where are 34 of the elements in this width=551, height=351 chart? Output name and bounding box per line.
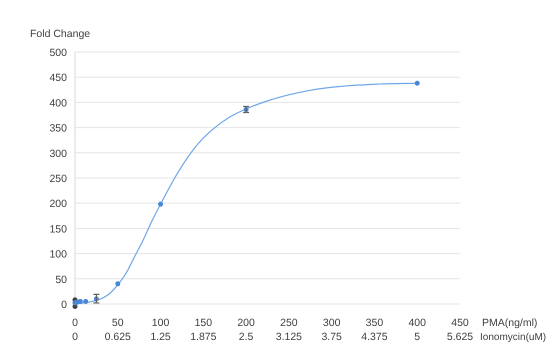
y-tick-label: 0: [61, 298, 68, 311]
y-tick-label: 150: [49, 223, 68, 236]
x-tick-label: 350: [366, 317, 384, 329]
y-tick-label: 500: [49, 47, 68, 59]
x-tick-label: 150: [194, 317, 212, 329]
y-tick-label: 350: [49, 122, 68, 135]
x2-tick-label: 2.5: [238, 331, 254, 343]
x-tick-label: 100: [152, 317, 170, 329]
y-tick-label: 450: [49, 72, 68, 84]
x2-tick-label: 3.125: [276, 331, 302, 343]
x-tick-label: 250: [280, 317, 298, 329]
x2-tick-label: 0.625: [104, 331, 132, 343]
x-tick-label: 450: [451, 317, 469, 329]
x-tick-label: 0: [72, 317, 78, 329]
x2-tick-label: 4.375: [361, 331, 388, 343]
x-tick-label: 400: [408, 317, 426, 329]
x2-tick-label: 0: [72, 331, 78, 343]
x2-tick-label: 1.25: [150, 331, 171, 343]
x2-tick-label: 5.625: [446, 331, 474, 343]
x-tick-label: 50: [112, 317, 124, 329]
x-axis-title: PMA(ng/ml): [482, 317, 538, 329]
y-tick-label: 300: [49, 148, 68, 160]
x2-tick-label: 1.875: [190, 331, 217, 343]
y-axis-title: Fold Change: [30, 28, 90, 40]
x2-axis-title: Ionomycin(uM): [480, 332, 546, 343]
x-tick-label: 200: [237, 317, 256, 329]
x-tick-label: 300: [322, 317, 341, 329]
y-tick-label: 50: [55, 274, 68, 286]
x2-tick-label: 5: [414, 331, 420, 343]
y-tick-label: 200: [49, 198, 68, 210]
y-tick-label: 400: [49, 97, 68, 110]
y-tick-label: 250: [49, 172, 68, 185]
x2-tick-label: 3.75: [321, 331, 342, 343]
y-tick-label: 100: [49, 248, 68, 261]
